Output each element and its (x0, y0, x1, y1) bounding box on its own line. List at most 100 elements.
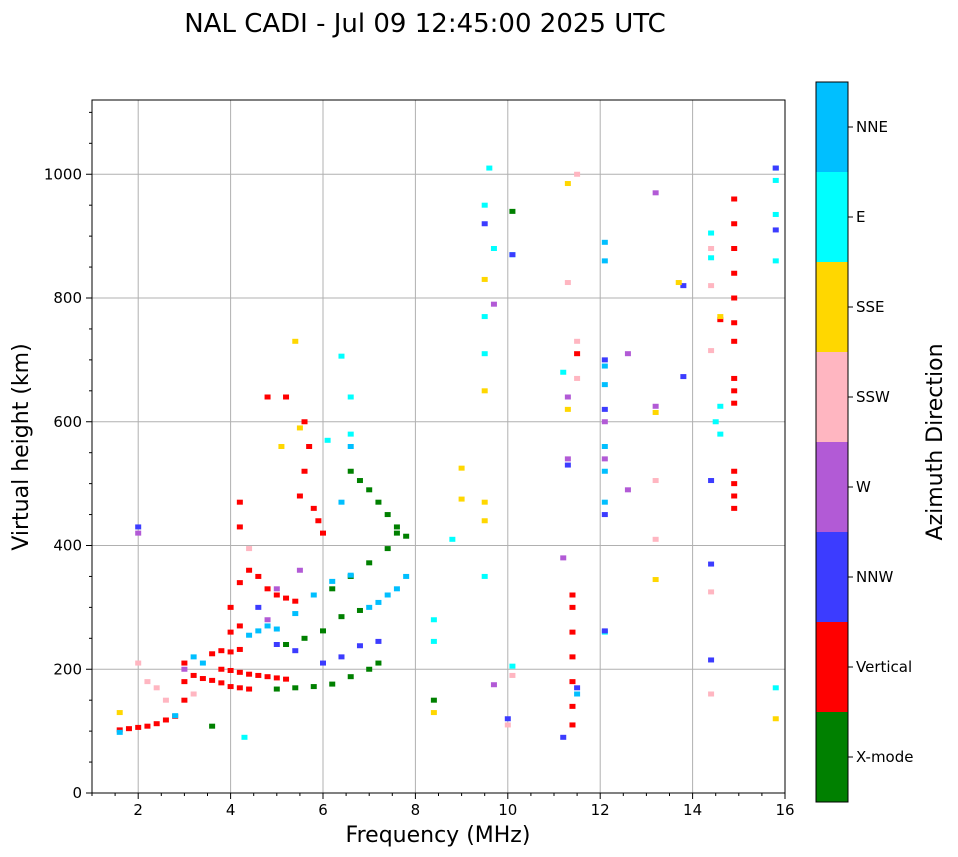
data-point-nnw (560, 734, 567, 740)
data-point-x-mode (384, 512, 391, 518)
data-point-vertical (301, 419, 308, 425)
x-tick-label: 16 (775, 801, 794, 819)
data-point-e (772, 177, 779, 183)
data-point-vertical (255, 672, 262, 678)
data-point-sse (481, 276, 488, 282)
data-point-e (481, 351, 488, 357)
data-point-nnw (772, 165, 779, 171)
data-point-nnw (680, 374, 687, 380)
data-point-nnw (481, 221, 488, 227)
data-point-x-mode (366, 560, 373, 566)
data-point-vertical (218, 680, 225, 686)
data-point-w (490, 301, 497, 307)
data-point-vertical (227, 684, 234, 690)
colorbar-segment (816, 712, 848, 802)
plot-area (92, 100, 785, 793)
data-point-nnw (574, 685, 581, 691)
colorbar-segment (816, 532, 848, 622)
data-point-vertical (731, 221, 738, 227)
data-point-e (509, 663, 516, 669)
data-point-nne (375, 599, 382, 605)
data-point-ssw (509, 672, 516, 678)
data-point-x-mode (338, 614, 345, 620)
data-point-vertical (731, 270, 738, 276)
data-point-ssw (246, 546, 253, 552)
data-point-x-mode (366, 487, 373, 493)
y-tick-label: 800 (53, 289, 82, 307)
data-point-ssw (652, 478, 659, 484)
data-point-e (712, 419, 719, 425)
data-marks (116, 165, 779, 740)
data-point-vertical (310, 505, 317, 511)
data-point-w (273, 586, 280, 592)
data-point-vertical (246, 686, 253, 692)
data-point-vertical (236, 623, 243, 629)
colorbar-frame (815, 81, 849, 803)
y-axis-label: Virtual height (km) (9, 343, 34, 550)
data-point-x-mode (347, 674, 354, 680)
data-point-vertical (236, 499, 243, 505)
data-point-sse (292, 338, 299, 344)
y-tick-label: 400 (53, 537, 82, 555)
data-point-vertical (273, 675, 280, 681)
data-point-vertical (306, 444, 313, 449)
y-tick-label: 1000 (44, 165, 82, 183)
data-point-nnw (338, 654, 345, 660)
data-point-sse (772, 716, 779, 722)
data-point-x-mode (301, 635, 308, 641)
data-point-e (772, 211, 779, 217)
colorbar-segment (816, 442, 848, 532)
data-point-x-mode (375, 499, 382, 505)
data-point-sse (430, 710, 437, 716)
data-point-x-mode (209, 723, 216, 729)
data-point-vertical (255, 573, 262, 579)
data-point-vertical (236, 685, 243, 691)
data-point-nnw (375, 638, 382, 644)
data-point-vertical (264, 674, 271, 680)
data-point-vertical (190, 672, 197, 678)
colorbar-tick-label: W (856, 478, 871, 496)
data-point-e (717, 431, 724, 437)
data-point-x-mode (329, 681, 336, 687)
data-point-x-mode (403, 533, 410, 539)
data-point-vertical (731, 505, 738, 511)
data-point-ssw (708, 246, 715, 251)
data-point-vertical (731, 388, 738, 394)
data-point-vertical (283, 394, 290, 400)
data-point-vertical (236, 646, 243, 652)
data-point-vertical (227, 604, 234, 610)
data-point-vertical (731, 493, 738, 499)
data-point-nnw (504, 716, 511, 722)
data-point-ssw (574, 338, 581, 344)
data-point-e (560, 369, 567, 375)
x-tick-label: 6 (318, 801, 328, 819)
x-tick-label: 10 (498, 801, 517, 819)
data-point-nne (347, 572, 354, 578)
data-point-x-mode (292, 685, 299, 691)
data-point-nnw (564, 462, 571, 468)
colorbar-tick-label: SSW (856, 388, 890, 406)
data-point-vertical (292, 598, 299, 604)
data-point-e (772, 258, 779, 264)
data-point-e (772, 685, 779, 691)
data-point-nnw (601, 406, 608, 412)
data-point-x-mode (329, 586, 336, 592)
data-point-nne (601, 258, 608, 264)
data-point-e (708, 230, 715, 236)
data-point-vertical (135, 724, 142, 730)
data-point-nnw (772, 227, 779, 233)
data-point-vertical (296, 493, 303, 499)
data-point-ssw (564, 280, 571, 286)
data-point-ssw (153, 685, 160, 691)
data-point-nne (393, 586, 400, 592)
data-point-nnw (356, 643, 363, 649)
data-point-x-mode (393, 530, 400, 536)
data-point-e (490, 246, 497, 251)
data-point-ssw (708, 348, 715, 354)
data-point-vertical (162, 717, 169, 723)
data-point-vertical (227, 667, 234, 673)
data-point-vertical (125, 726, 132, 732)
y-tick-label: 200 (53, 660, 82, 678)
data-point-nne (384, 592, 391, 598)
